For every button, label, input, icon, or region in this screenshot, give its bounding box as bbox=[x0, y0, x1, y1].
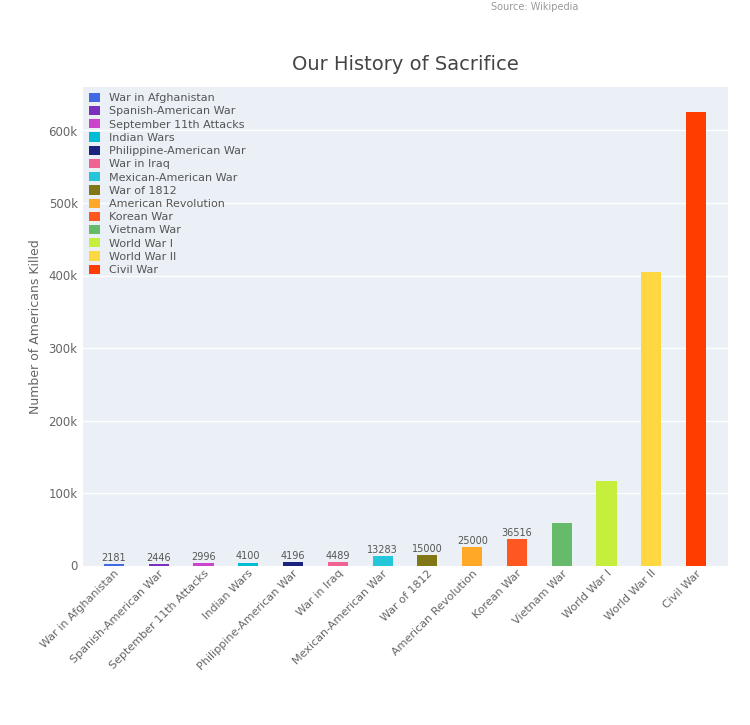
Text: 13283: 13283 bbox=[368, 544, 398, 555]
Title: Our History of Sacrifice: Our History of Sacrifice bbox=[292, 55, 518, 75]
Text: 36516: 36516 bbox=[502, 528, 532, 538]
Bar bbox=[596, 481, 616, 566]
Bar bbox=[283, 563, 303, 566]
Text: 4489: 4489 bbox=[326, 551, 350, 561]
Text: Source: Wikipedia: Source: Wikipedia bbox=[491, 2, 579, 12]
Bar bbox=[194, 563, 214, 566]
Bar bbox=[148, 564, 169, 566]
Text: 25000: 25000 bbox=[457, 536, 488, 547]
Text: 15000: 15000 bbox=[412, 544, 442, 554]
Text: 2181: 2181 bbox=[101, 553, 126, 563]
Bar bbox=[328, 563, 348, 566]
Legend: War in Afghanistan, Spanish-American War, September 11th Attacks, Indian Wars, P: War in Afghanistan, Spanish-American War… bbox=[86, 89, 249, 278]
Bar bbox=[238, 563, 258, 566]
Bar bbox=[373, 556, 393, 566]
Text: 4196: 4196 bbox=[280, 552, 305, 561]
Bar bbox=[507, 539, 527, 566]
Bar bbox=[462, 547, 482, 566]
Bar bbox=[686, 112, 706, 566]
Bar bbox=[417, 555, 437, 566]
Text: 2996: 2996 bbox=[191, 552, 216, 563]
Text: 2446: 2446 bbox=[146, 552, 171, 563]
Bar bbox=[552, 523, 572, 566]
Bar bbox=[641, 272, 662, 566]
Text: 4100: 4100 bbox=[236, 552, 260, 561]
Y-axis label: Number of Americans Killed: Number of Americans Killed bbox=[28, 239, 41, 414]
Bar bbox=[104, 564, 124, 566]
